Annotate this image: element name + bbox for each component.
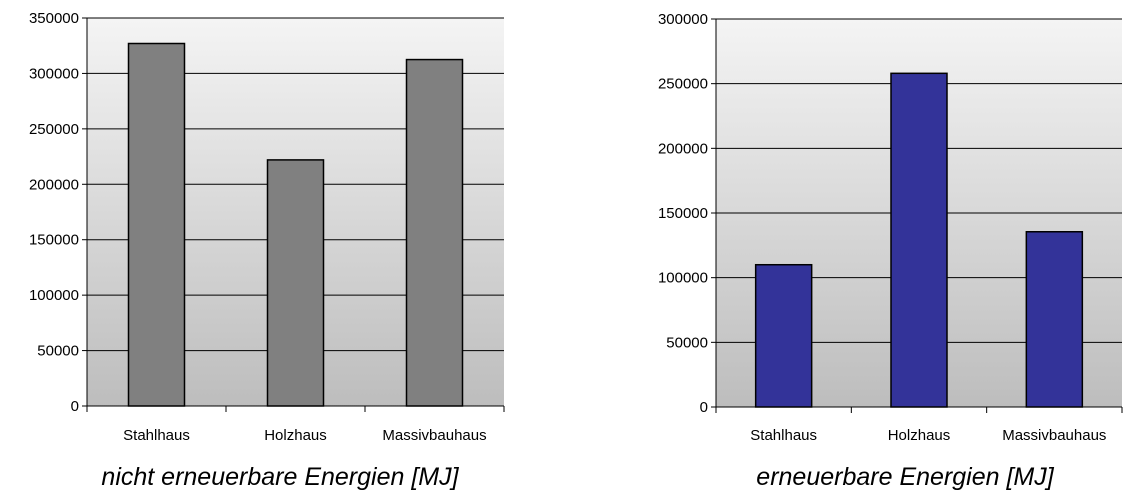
y-tick-label: 300000 (29, 65, 79, 82)
y-tick-label: 150000 (658, 205, 708, 222)
chart-title-erneuerbare: erneuerbare Energien [MJ] (756, 463, 1054, 491)
chart-title-nicht-erneuerbare: nicht erneuerbare Energien [MJ] (101, 463, 459, 491)
y-tick-label: 200000 (29, 176, 79, 193)
y-tick-label: 150000 (29, 232, 79, 249)
x-tick-label-holzhaus: Holzhaus (888, 427, 951, 444)
x-tick-label-stahlhaus: Stahlhaus (123, 427, 190, 444)
y-tick-label: 350000 (29, 10, 79, 27)
y-tick-label: 300000 (658, 11, 708, 28)
y-tick-label: 0 (71, 398, 79, 415)
bar-massivbauhaus (1025, 231, 1084, 408)
y-tick-label: 250000 (29, 121, 79, 138)
chart-erneuerbare: 0 50000 100000 150000 200000 250000 300000 Stah… (658, 11, 1123, 444)
x-tick-label-massivbauhaus: Massivbauhaus (1002, 427, 1106, 444)
y-tick-label: 50000 (37, 343, 79, 360)
y-tick-label: 100000 (658, 270, 708, 287)
y-tick-label: 50000 (666, 334, 708, 351)
chart-nicht-erneuerbare: 0 50000 100000 150000 200000 250000 300000 3500… (29, 10, 505, 444)
bar-stahlhaus (754, 263, 813, 408)
y-tick-label: 200000 (658, 140, 708, 157)
bar-stahlhaus (127, 42, 186, 407)
bar-holzhaus (266, 159, 325, 407)
x-tick-label-stahlhaus: Stahlhaus (750, 427, 817, 444)
x-tick-label-holzhaus: Holzhaus (264, 427, 327, 444)
y-tick-label: 250000 (658, 76, 708, 93)
bar-massivbauhaus (405, 58, 464, 407)
bar-holzhaus (890, 72, 948, 408)
x-tick-label-massivbauhaus: Massivbauhaus (382, 427, 486, 444)
y-tick-label: 0 (700, 399, 708, 416)
y-tick-label: 100000 (29, 287, 79, 304)
